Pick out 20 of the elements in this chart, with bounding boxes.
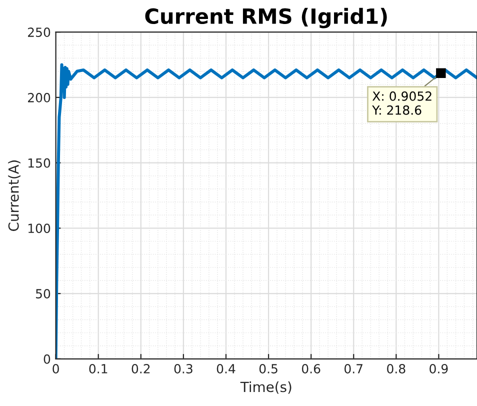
x-tick-label: 0.5: [259, 364, 278, 374]
x-tick-label: 0.3: [174, 364, 192, 374]
x-tick-label: 0: [52, 364, 59, 374]
y-tick-label: 150: [28, 158, 50, 168]
x-tick-label: 0.9: [430, 364, 448, 374]
x-tick-label: 0.1: [89, 364, 108, 374]
x-axis-title: Time(s): [240, 381, 292, 394]
x-tick-label: 0.6: [302, 364, 320, 374]
y-tick-label: 200: [28, 92, 50, 102]
y-axis-title: Current(A): [8, 160, 20, 231]
x-tick-label: 0.8: [387, 364, 406, 374]
y-tick-label: 0: [44, 354, 50, 364]
chart-title: Current RMS (Igrid1): [145, 8, 387, 28]
y-tick-label: 50: [36, 289, 50, 298]
x-tick-label: 0.4: [216, 364, 236, 374]
y-tick-label: 100: [28, 224, 50, 234]
y-tick-label: 250: [28, 28, 50, 37]
x-tick-label: 0.2: [132, 364, 150, 374]
annotation: X: 0.9052 Y: 218.6: [372, 91, 432, 115]
x-tick-label: 0.7: [344, 364, 362, 374]
